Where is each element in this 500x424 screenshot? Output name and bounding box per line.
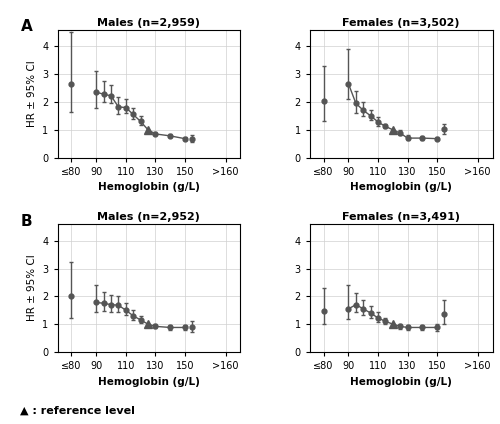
Title: Females (n=3,502): Females (n=3,502) [342,17,460,28]
Text: ▲ : reference level: ▲ : reference level [20,405,135,416]
X-axis label: Hemoglobin (g/L): Hemoglobin (g/L) [98,377,200,387]
X-axis label: Hemoglobin (g/L): Hemoglobin (g/L) [98,182,200,192]
X-axis label: Hemoglobin (g/L): Hemoglobin (g/L) [350,377,452,387]
Title: Males (n=2,959): Males (n=2,959) [98,17,200,28]
Text: A: A [21,20,32,34]
Text: B: B [21,214,32,229]
Title: Females (n=3,491): Females (n=3,491) [342,212,460,222]
Y-axis label: HR ± 95% CI: HR ± 95% CI [26,254,36,321]
Title: Males (n=2,952): Males (n=2,952) [98,212,200,222]
X-axis label: Hemoglobin (g/L): Hemoglobin (g/L) [350,182,452,192]
Y-axis label: HR ± 95% CI: HR ± 95% CI [26,60,36,127]
